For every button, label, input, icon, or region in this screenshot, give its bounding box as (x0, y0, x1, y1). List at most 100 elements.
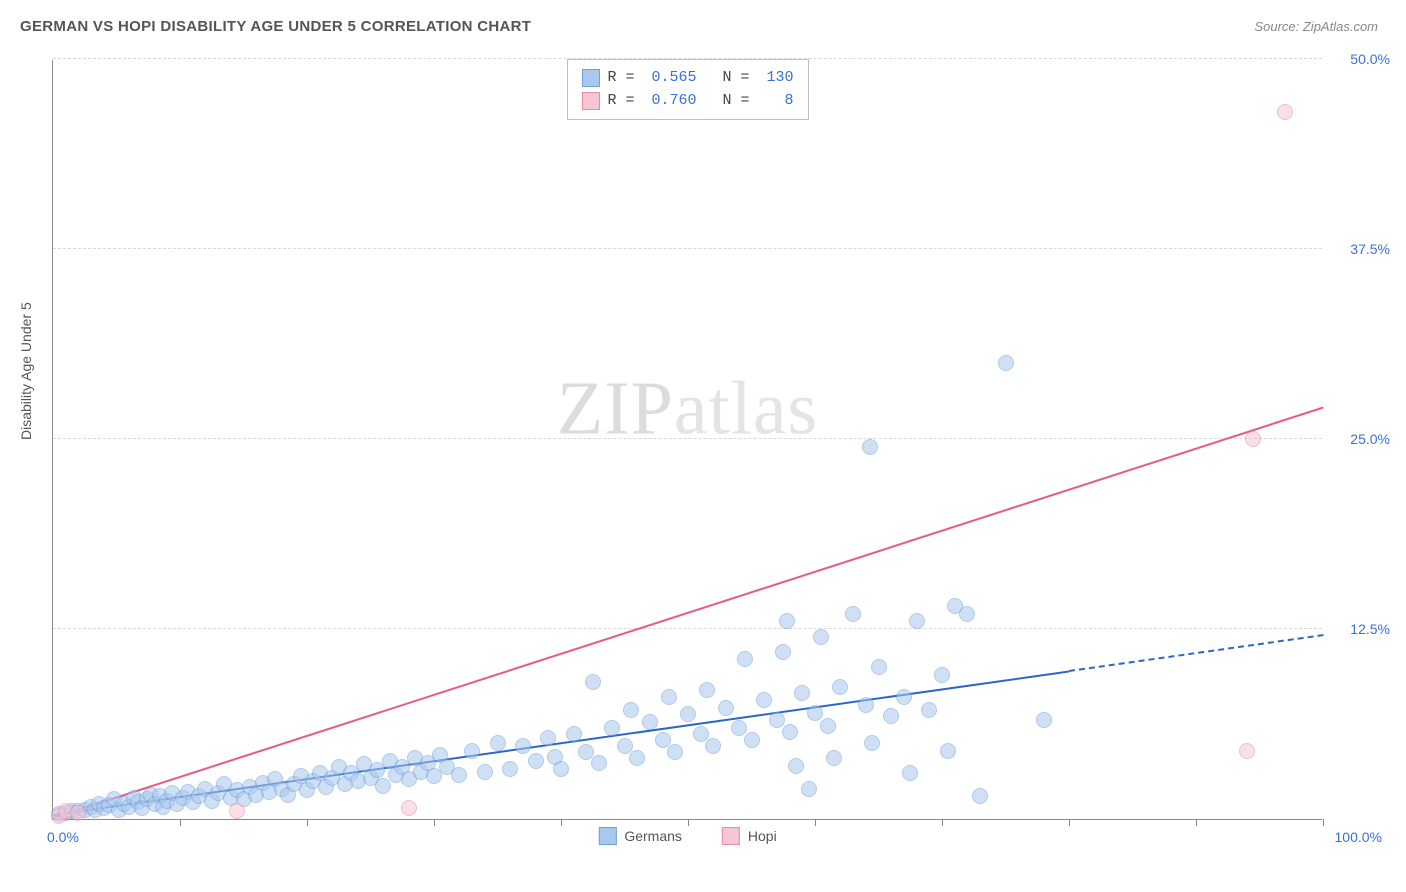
data-point-germans (693, 726, 709, 742)
x-tick (1323, 819, 1324, 826)
legend-swatch (581, 92, 599, 110)
data-point-hopi (1245, 431, 1261, 447)
gridline (53, 248, 1322, 249)
data-point-germans (883, 708, 899, 724)
data-point-germans (623, 702, 639, 718)
data-point-germans (566, 726, 582, 742)
x-legend-label: Hopi (748, 828, 777, 844)
data-point-germans (744, 732, 760, 748)
data-point-germans (862, 439, 878, 455)
data-point-germans (807, 705, 823, 721)
data-point-germans (775, 644, 791, 660)
stats-row-germans: R = 0.565 N = 130 (581, 66, 793, 89)
data-point-germans (617, 738, 633, 754)
x-tick (307, 819, 308, 826)
x-legend-item: Hopi (722, 827, 777, 845)
data-point-germans (896, 689, 912, 705)
data-point-hopi (1239, 743, 1255, 759)
data-point-germans (655, 732, 671, 748)
data-point-germans (502, 761, 518, 777)
trend-line-dashed-germans (1069, 635, 1323, 673)
y-tick-label: 50.0% (1350, 51, 1390, 67)
data-point-germans (782, 724, 798, 740)
data-point-germans (826, 750, 842, 766)
data-point-germans (769, 712, 785, 728)
data-point-germans (464, 743, 480, 759)
data-point-germans (756, 692, 772, 708)
legend-swatch (581, 69, 599, 87)
data-point-germans (858, 697, 874, 713)
data-point-germans (661, 689, 677, 705)
data-point-germans (779, 613, 795, 629)
n-value: 8 (767, 89, 794, 112)
y-tick-label: 12.5% (1350, 621, 1390, 637)
data-point-germans (959, 606, 975, 622)
x-tick (561, 819, 562, 826)
x-legend-item: Germans (598, 827, 682, 845)
source-attribution: Source: ZipAtlas.com (1254, 19, 1378, 34)
y-tick-label: 25.0% (1350, 431, 1390, 447)
data-point-germans (794, 685, 810, 701)
data-point-hopi (70, 805, 86, 821)
x-tick (1196, 819, 1197, 826)
data-point-germans (864, 735, 880, 751)
data-point-germans (680, 706, 696, 722)
x-tick (815, 819, 816, 826)
data-point-germans (528, 753, 544, 769)
data-point-germans (629, 750, 645, 766)
data-point-hopi (401, 800, 417, 816)
data-point-germans (591, 755, 607, 771)
data-point-germans (940, 743, 956, 759)
chart-title: GERMAN VS HOPI DISABILITY AGE UNDER 5 CO… (20, 18, 531, 35)
x-tick (434, 819, 435, 826)
legend-swatch (598, 827, 616, 845)
x-axis-legend: Germans Hopi (598, 827, 776, 845)
x-axis-end-label: 100.0% (1335, 829, 1382, 845)
data-point-germans (972, 788, 988, 804)
x-axis-origin-label: 0.0% (47, 829, 79, 845)
data-point-germans (642, 714, 658, 730)
data-point-germans (705, 738, 721, 754)
watermark: ZIPatlas (557, 366, 818, 453)
stats-row-hopi: R = 0.760 N = 8 (581, 89, 793, 112)
data-point-hopi (229, 803, 245, 819)
data-point-germans (788, 758, 804, 774)
data-point-germans (515, 738, 531, 754)
data-point-germans (667, 744, 683, 760)
trend-line-hopi (53, 407, 1324, 819)
data-point-germans (585, 674, 601, 690)
data-point-germans (451, 767, 467, 783)
data-point-germans (731, 720, 747, 736)
data-point-germans (921, 702, 937, 718)
gridline (53, 628, 1322, 629)
data-point-germans (490, 735, 506, 751)
data-point-germans (902, 765, 918, 781)
data-point-germans (832, 679, 848, 695)
data-point-germans (737, 651, 753, 667)
data-point-hopi (1277, 104, 1293, 120)
data-point-germans (553, 761, 569, 777)
data-point-germans (934, 667, 950, 683)
gridline (53, 438, 1322, 439)
data-point-germans (871, 659, 887, 675)
x-tick (1069, 819, 1070, 826)
r-value: 0.760 (651, 89, 696, 112)
data-point-germans (845, 606, 861, 622)
data-point-germans (718, 700, 734, 716)
data-point-germans (540, 730, 556, 746)
y-tick-label: 37.5% (1350, 241, 1390, 257)
legend-swatch (722, 827, 740, 845)
stats-legend-box: R = 0.565 N = 130R = 0.760 N = 8 (566, 59, 808, 120)
data-point-germans (1036, 712, 1052, 728)
x-tick (180, 819, 181, 826)
data-point-germans (604, 720, 620, 736)
data-point-germans (477, 764, 493, 780)
gridline (53, 58, 1322, 59)
n-value: 130 (767, 66, 794, 89)
x-legend-label: Germans (624, 828, 682, 844)
x-tick (942, 819, 943, 826)
scatter-plot: ZIPatlas R = 0.565 N = 130R = 0.760 N = … (52, 60, 1322, 820)
r-value: 0.565 (651, 66, 696, 89)
data-point-germans (813, 629, 829, 645)
data-point-germans (909, 613, 925, 629)
